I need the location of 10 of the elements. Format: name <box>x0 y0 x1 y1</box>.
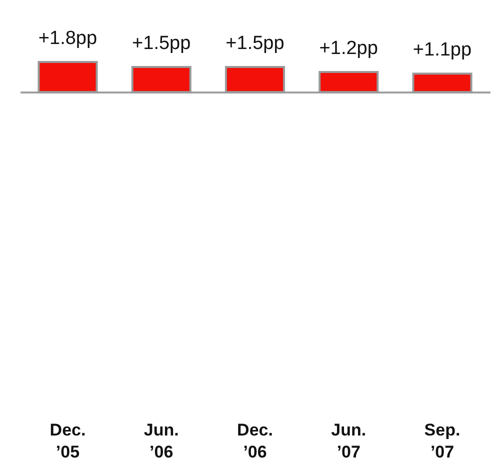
data-label: +1.8pp <box>38 28 98 49</box>
data-label: +1.5pp <box>132 33 191 54</box>
x-tick-label: Sep. ’07 <box>424 420 460 462</box>
data-label: +1.1pp <box>412 40 472 61</box>
x-tick-label: Dec. ’06 <box>237 420 273 462</box>
x-tick-label: Jun. ’07 <box>331 420 366 462</box>
data-label: +1.2pp <box>319 38 378 59</box>
data-label: +1.5pp <box>226 33 284 54</box>
x-tick-label: Dec. ’05 <box>50 420 86 462</box>
x-tick-label: Jun. ’06 <box>144 420 179 462</box>
